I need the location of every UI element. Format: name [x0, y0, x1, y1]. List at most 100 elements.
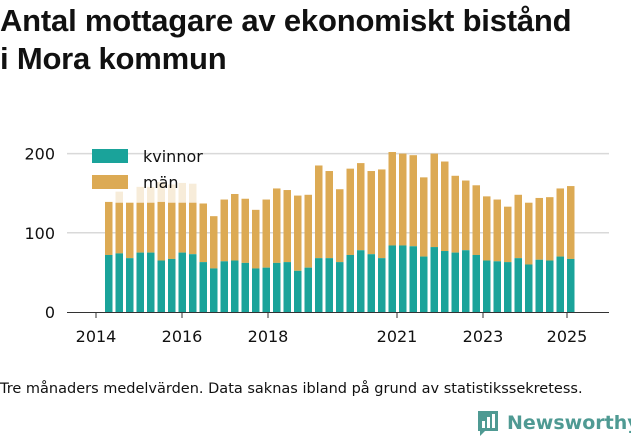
bar-man	[556, 188, 564, 257]
bar-man	[346, 168, 354, 255]
bar-kvinnor	[462, 250, 470, 312]
bar-man	[157, 201, 165, 261]
bar-kvinnor	[283, 262, 291, 312]
bar-man-faded	[189, 183, 197, 203]
bar-kvinnor	[409, 246, 417, 312]
chart-caption: Tre månaders medelvärden. Data saknas ib…	[0, 381, 583, 397]
bar-man	[147, 202, 155, 253]
bar-chart-logo-icon	[478, 411, 498, 436]
bar-kvinnor	[525, 264, 533, 312]
bar-kvinnor	[451, 252, 459, 312]
bar-kvinnor	[357, 250, 365, 312]
bars	[105, 152, 575, 312]
bar-kvinnor	[535, 259, 543, 312]
bar-kvinnor	[483, 260, 491, 312]
bar-man	[126, 202, 134, 259]
bar-kvinnor	[514, 258, 522, 312]
legend-swatch-man	[92, 175, 128, 189]
title-line-1: Antal mottagare av ekonomiskt bistånd	[0, 3, 572, 38]
bar-kvinnor	[220, 261, 228, 312]
bar-man	[514, 194, 522, 259]
bar-man	[357, 163, 365, 251]
bar-kvinnor	[304, 267, 312, 312]
bar-kvinnor	[420, 256, 428, 312]
bar-kvinnor	[273, 262, 281, 312]
bar-kvinnor	[231, 260, 239, 312]
bar-kvinnor	[472, 254, 480, 312]
bar-kvinnor	[294, 270, 302, 312]
bar-kvinnor	[115, 253, 123, 312]
bar-man	[199, 203, 207, 263]
bar-kvinnor	[189, 254, 197, 312]
legend-swatch-kvinnor	[92, 149, 128, 163]
x-axis: 2014 2016 2018 2021 2023 2025	[67, 312, 609, 346]
bar-man	[210, 216, 218, 269]
bar-man	[189, 202, 197, 255]
x-tick-label: 2018	[248, 327, 289, 346]
bar-man	[231, 193, 239, 261]
bar-man	[262, 199, 270, 268]
y-tick-label: 200	[24, 145, 55, 164]
bar-man	[252, 209, 260, 269]
bar-kvinnor	[262, 267, 270, 312]
bar-kvinnor	[147, 252, 155, 312]
stacked-bar-chart: 0 100 200 2014 2016 2018 2021 2023 2025 kvinnor…	[24, 145, 609, 346]
bar-kvinnor	[546, 260, 554, 312]
bar-man-faded	[115, 191, 123, 203]
bar-kvinnor	[493, 261, 501, 312]
bar-man	[567, 186, 575, 259]
legend: kvinnor män	[92, 147, 203, 192]
bar-man	[504, 206, 512, 263]
bar-kvinnor	[105, 254, 113, 312]
bar-man-faded	[168, 184, 176, 203]
bar-kvinnor	[241, 262, 249, 312]
bar-kvinnor	[367, 254, 375, 312]
bar-kvinnor	[136, 252, 144, 312]
bar-kvinnor	[430, 247, 438, 312]
title-line-2: i Mora kommun	[0, 41, 227, 76]
x-tick-label: 2021	[377, 327, 418, 346]
x-tick-label: 2025	[547, 327, 588, 346]
bar-man	[546, 197, 554, 261]
bar-kvinnor	[441, 251, 449, 312]
bar-kvinnor	[210, 268, 218, 312]
bar-kvinnor	[399, 245, 407, 312]
bar-man	[409, 155, 417, 247]
bar-kvinnor	[199, 262, 207, 312]
x-tick-label: 2023	[463, 327, 504, 346]
bar-man	[315, 165, 323, 259]
bar-kvinnor	[346, 254, 354, 312]
bar-kvinnor	[556, 256, 564, 312]
bar-man	[273, 188, 281, 263]
bar-man	[399, 153, 407, 246]
bar-man	[493, 199, 501, 262]
bar-man	[430, 153, 438, 248]
bar-man	[241, 198, 249, 263]
bar-man	[420, 177, 428, 257]
bar-kvinnor	[168, 258, 176, 312]
bar-kvinnor	[157, 260, 165, 312]
newsworthy-brand[interactable]: Newsworthy	[476, 408, 631, 438]
bar-man	[336, 189, 344, 263]
bar-kvinnor	[388, 245, 396, 312]
bar-man-faded	[147, 186, 155, 203]
chart-title: Antal mottagare av ekonomiskt bistånd i …	[0, 2, 631, 78]
bar-kvinnor	[315, 258, 323, 312]
bar-kvinnor	[252, 268, 260, 312]
bar-kvinnor	[126, 258, 134, 312]
bar-man	[367, 171, 375, 255]
bar-man	[220, 199, 228, 262]
bar-man	[178, 202, 186, 253]
bar-man	[105, 201, 113, 255]
legend-label-kvinnor: kvinnor	[143, 147, 203, 166]
bar-man-faded	[157, 182, 165, 202]
bar-man	[388, 152, 396, 246]
bar-kvinnor	[504, 262, 512, 312]
bar-man	[136, 202, 144, 253]
x-tick-label: 2016	[162, 327, 203, 346]
bar-kvinnor	[378, 258, 386, 312]
bar-man-faded	[136, 186, 144, 203]
y-axis: 0 100 200	[24, 145, 55, 322]
bar-kvinnor	[178, 252, 186, 312]
bar-man	[472, 185, 480, 255]
